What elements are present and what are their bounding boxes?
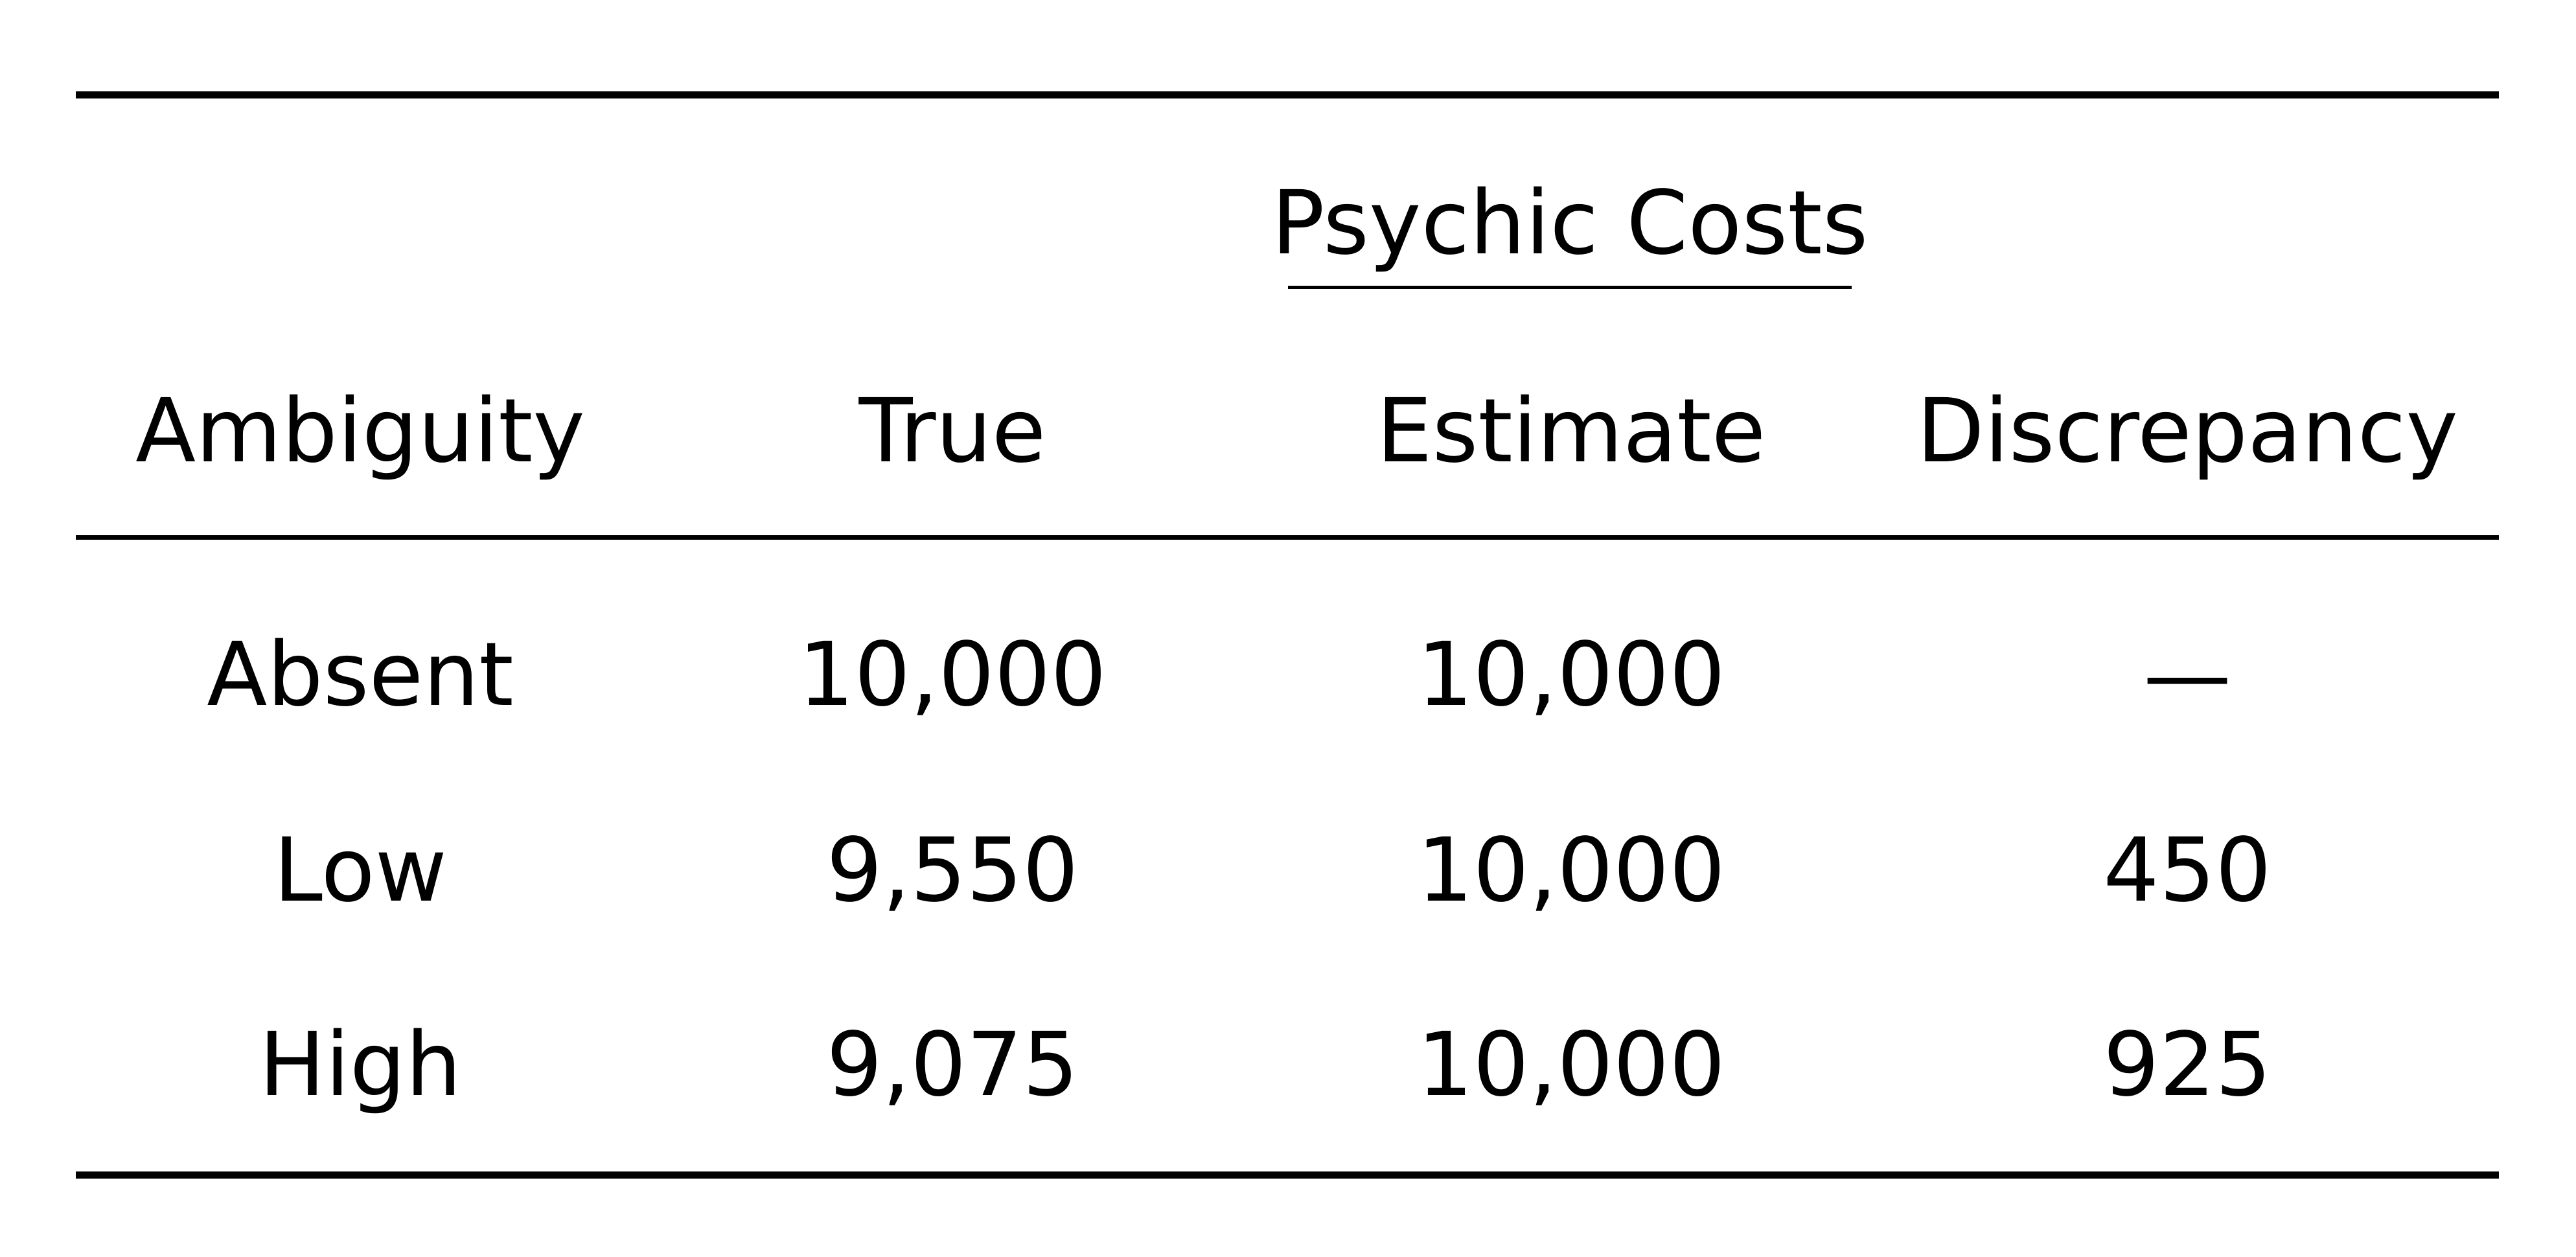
true-cost-cell: 10,000 <box>798 624 1107 726</box>
estimate-cell: 10,000 <box>1417 624 1725 726</box>
discrepancy-cell: — <box>2143 624 2231 726</box>
estimate-cell: 10,000 <box>1417 820 1725 922</box>
discrepancy-cell: 925 <box>2103 1014 2271 1116</box>
estimate-cell: 10,000 <box>1417 1014 1725 1116</box>
true-cost-cell: 9,075 <box>826 1014 1079 1116</box>
column-group-header: Psychic Costs <box>1271 172 1869 275</box>
column-header-true: True <box>858 380 1046 483</box>
column-header-estimate: Estimate <box>1376 380 1766 483</box>
row-label: High <box>259 1014 462 1116</box>
column-group-rule <box>1288 286 1852 289</box>
table-top-rule <box>76 91 2499 98</box>
discrepancy-cell: 450 <box>2103 820 2271 922</box>
column-header-discrepancy: Discrepancy <box>1916 380 2458 483</box>
true-cost-cell: 9,550 <box>826 820 1079 922</box>
table-bottom-rule <box>76 1171 2499 1179</box>
row-label: Absent <box>207 624 514 726</box>
column-header-ambiguity: Ambiguity <box>135 380 585 483</box>
header-rule <box>76 535 2499 540</box>
row-label: Low <box>273 820 447 922</box>
